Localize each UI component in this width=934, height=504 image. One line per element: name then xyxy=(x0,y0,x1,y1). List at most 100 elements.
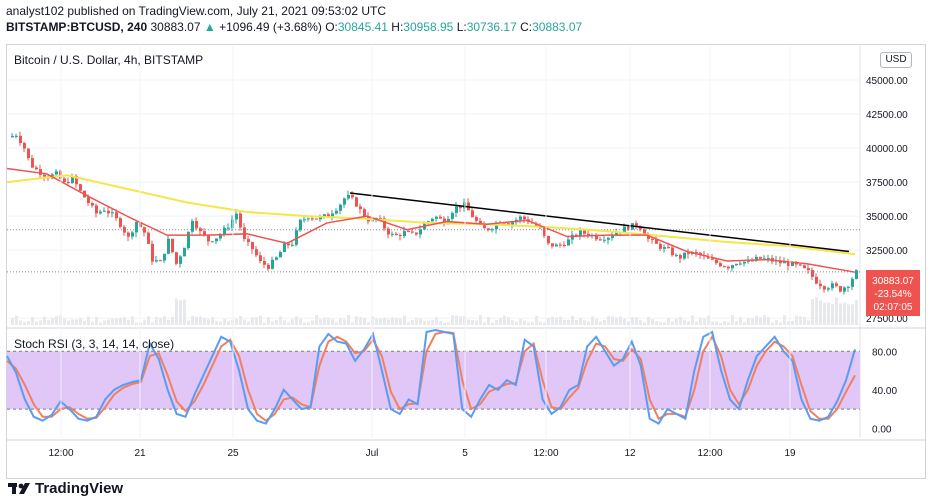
volume-bar xyxy=(479,315,482,325)
volume-bar xyxy=(495,319,498,325)
volume-bar xyxy=(707,315,710,325)
volume-bar xyxy=(543,322,546,325)
candle-body xyxy=(579,230,582,236)
price-axis: 27500.00 32500.00 35000.00 37500.00 40000.00… xyxy=(866,76,908,325)
volume-bar xyxy=(683,319,686,325)
volume-bar xyxy=(331,319,334,325)
candle-body xyxy=(791,262,794,266)
volume-bar xyxy=(83,320,86,325)
candle-body xyxy=(259,255,262,262)
candle-body xyxy=(31,158,34,168)
volume-bar xyxy=(439,320,442,325)
volume-bar xyxy=(327,317,330,325)
candle-body xyxy=(763,258,766,260)
candle-body xyxy=(311,218,314,220)
rsi-pane-title: Stoch RSI (3, 3, 14, 14, close) xyxy=(14,337,174,351)
volume-bar xyxy=(679,316,682,325)
candle-body xyxy=(547,235,550,244)
candle-body xyxy=(711,258,714,260)
volume-bar xyxy=(47,320,50,325)
volume-bar xyxy=(531,321,534,325)
volume-bar xyxy=(211,317,214,325)
volume-bar xyxy=(515,321,518,325)
volume-bar xyxy=(219,321,222,325)
candle-body xyxy=(415,232,418,235)
candle-body xyxy=(67,181,70,184)
candle-body xyxy=(147,232,150,244)
candle-body xyxy=(431,218,434,222)
volume-bar xyxy=(547,318,550,325)
volume-bar xyxy=(127,320,130,325)
volume-bar xyxy=(739,317,742,325)
candle-body xyxy=(607,237,610,240)
volume-bar xyxy=(147,316,150,325)
volume-bar xyxy=(615,317,618,325)
candle-body xyxy=(483,224,486,229)
candle-body xyxy=(675,255,678,257)
volume-bar xyxy=(499,317,502,325)
candle-body xyxy=(395,233,398,236)
volume-bar xyxy=(223,318,226,325)
time-tick-label: 12:00 xyxy=(533,448,558,459)
candle-body xyxy=(659,243,662,249)
volume-bar xyxy=(287,322,290,325)
candle-body xyxy=(439,216,442,219)
volume-bar xyxy=(111,318,114,325)
volume-bar xyxy=(431,319,434,325)
slow-moving-average xyxy=(6,174,856,256)
candle-body xyxy=(307,218,310,220)
candle-body xyxy=(559,244,562,246)
volume-bar xyxy=(699,317,702,325)
volume-bar xyxy=(511,320,514,325)
volume-bar xyxy=(115,318,118,325)
volume-bar xyxy=(523,320,526,325)
volume-bar xyxy=(191,315,194,325)
price-tick-label: 42500.00 xyxy=(866,110,908,121)
volume-bar xyxy=(15,315,18,325)
candle-body xyxy=(831,283,834,289)
price-tick-label: 37500.00 xyxy=(866,178,908,189)
candle-body xyxy=(815,276,818,284)
volume-bar xyxy=(627,321,630,325)
candle-body xyxy=(279,252,282,258)
volume-bar xyxy=(579,317,582,325)
volume-bar xyxy=(379,318,382,325)
candle-body xyxy=(731,265,734,269)
candle-body xyxy=(119,218,122,227)
currency-button[interactable]: USD xyxy=(880,52,912,68)
candles xyxy=(11,131,858,295)
volume-bar xyxy=(535,315,538,325)
volume-bar xyxy=(571,315,574,325)
candle-body xyxy=(111,212,114,214)
volume-bar xyxy=(471,320,474,325)
volume-bar xyxy=(767,317,770,325)
candle-body xyxy=(807,268,810,271)
volume-bar xyxy=(643,322,646,325)
candle-body xyxy=(387,228,390,235)
candle-body xyxy=(799,264,802,266)
volume-bar xyxy=(519,318,522,325)
candle-body xyxy=(567,239,570,246)
candle-body xyxy=(651,238,654,240)
candle-body xyxy=(583,230,586,234)
candle-body xyxy=(555,244,558,247)
volume-bar xyxy=(183,299,186,325)
candle-body xyxy=(71,175,74,184)
volume-bar xyxy=(567,319,570,325)
candle-body xyxy=(351,194,354,198)
badge-change: -23.54% xyxy=(874,289,911,300)
tradingview-logo[interactable]: TradingView xyxy=(6,477,166,499)
volume-bar xyxy=(671,321,674,325)
volume-bar xyxy=(651,319,654,325)
candle-body xyxy=(219,234,222,239)
close-label: C: xyxy=(520,20,533,34)
symbol-label: BITSTAMP:BTCUSD, 240 xyxy=(6,20,148,34)
price-tick-label: 45000.00 xyxy=(866,76,908,87)
volume-bar xyxy=(395,318,398,325)
candle-body xyxy=(587,233,590,236)
volume-bar xyxy=(403,315,406,325)
volume-bar xyxy=(335,322,338,325)
candle-body xyxy=(679,255,682,259)
candle-body xyxy=(687,252,690,254)
